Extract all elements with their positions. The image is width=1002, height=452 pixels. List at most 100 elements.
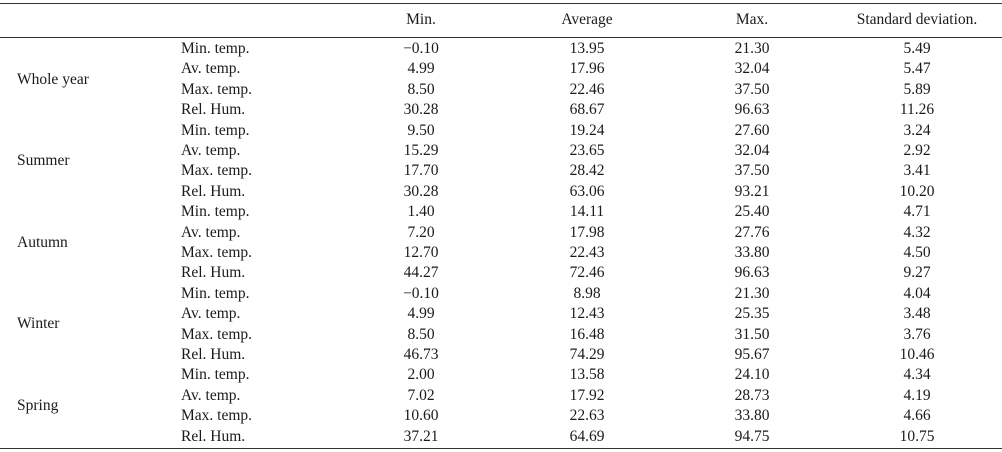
cell-min: 30.28 [403, 101, 439, 118]
cell-max: 28.73 [734, 387, 770, 404]
cell-min: −0.10 [403, 40, 439, 57]
parameter-label: Min. temp. [181, 122, 250, 139]
cell-min: 30.28 [403, 183, 439, 200]
cell-standard-deviation: 11.26 [899, 101, 935, 118]
cell-min: 1.40 [407, 203, 435, 220]
cell-min: 8.50 [407, 81, 435, 98]
cell-average: 22.43 [569, 244, 605, 261]
cell-standard-deviation: 5.47 [903, 60, 931, 77]
cell-max: 25.35 [734, 305, 770, 322]
season-label: Spring [17, 397, 59, 414]
bottom-rule [0, 448, 1002, 449]
cell-standard-deviation: 10.46 [899, 346, 935, 363]
cell-standard-deviation: 4.34 [903, 366, 931, 383]
header-average: Average [561, 11, 613, 28]
cell-standard-deviation: 4.04 [903, 285, 931, 302]
cell-standard-deviation: 4.71 [903, 203, 931, 220]
parameter-label: Av. temp. [181, 142, 241, 159]
cell-average: 28.42 [569, 162, 605, 179]
cell-standard-deviation: 3.24 [903, 122, 931, 139]
cell-standard-deviation: 4.32 [903, 224, 931, 241]
header-max: Max. [735, 11, 769, 28]
cell-max: 96.63 [734, 101, 770, 118]
cell-average: 16.48 [569, 326, 605, 343]
parameter-label: Rel. Hum. [181, 428, 246, 445]
header-standard-deviation: Standard deviation. [856, 11, 978, 28]
cell-standard-deviation: 3.76 [903, 326, 931, 343]
cell-min: 7.20 [407, 224, 435, 241]
cell-max: 27.60 [734, 122, 770, 139]
cell-standard-deviation: 5.49 [903, 40, 931, 57]
cell-max: 33.80 [734, 244, 770, 261]
cell-min: 17.70 [403, 162, 439, 179]
cell-average: 17.92 [569, 387, 605, 404]
cell-min: 4.99 [407, 305, 435, 322]
cell-standard-deviation: 10.75 [899, 428, 935, 445]
cell-min: 7.02 [407, 387, 435, 404]
cell-standard-deviation: 10.20 [899, 183, 935, 200]
cell-average: 19.24 [569, 122, 605, 139]
cell-average: 64.69 [569, 428, 605, 445]
season-label: Whole year [17, 71, 89, 88]
cell-min: 9.50 [407, 122, 435, 139]
parameter-label: Av. temp. [181, 60, 241, 77]
header-rule [0, 37, 1002, 38]
cell-average: 63.06 [569, 183, 605, 200]
cell-standard-deviation: 9.27 [903, 264, 931, 281]
cell-max: 21.30 [734, 40, 770, 57]
cell-average: 13.95 [569, 40, 605, 57]
cell-average: 74.29 [569, 346, 605, 363]
cell-min: 10.60 [403, 407, 439, 424]
cell-max: 33.80 [734, 407, 770, 424]
cell-min: 37.21 [403, 428, 439, 445]
parameter-label: Min. temp. [181, 40, 250, 57]
parameter-label: Max. temp. [181, 407, 253, 424]
parameter-label: Av. temp. [181, 224, 241, 241]
cell-average: 8.98 [573, 285, 601, 302]
cell-average: 23.65 [569, 142, 605, 159]
parameter-label: Max. temp. [181, 244, 253, 261]
season-label: Winter [17, 315, 60, 332]
season-label: Autumn [17, 234, 68, 251]
cell-standard-deviation: 4.66 [903, 407, 931, 424]
top-rule [0, 3, 1002, 4]
cell-max: 25.40 [734, 203, 770, 220]
header-min: Min. [406, 11, 436, 28]
cell-average: 22.63 [569, 407, 605, 424]
cell-average: 72.46 [569, 264, 605, 281]
cell-standard-deviation: 5.89 [903, 81, 931, 98]
cell-max: 27.76 [734, 224, 770, 241]
cell-average: 17.98 [569, 224, 605, 241]
cell-min: 46.73 [403, 346, 439, 363]
cell-average: 12.43 [569, 305, 605, 322]
cell-average: 13.58 [569, 366, 605, 383]
season-label: Summer [17, 152, 70, 169]
parameter-label: Av. temp. [181, 387, 241, 404]
cell-max: 93.21 [734, 183, 770, 200]
cell-max: 96.63 [734, 264, 770, 281]
cell-average: 17.96 [569, 60, 605, 77]
cell-max: 37.50 [734, 162, 770, 179]
cell-min: 2.00 [407, 366, 435, 383]
cell-max: 32.04 [734, 60, 770, 77]
parameter-label: Min. temp. [181, 366, 250, 383]
parameter-label: Av. temp. [181, 305, 241, 322]
parameter-label: Max. temp. [181, 81, 253, 98]
cell-average: 22.46 [569, 81, 605, 98]
cell-max: 94.75 [734, 428, 770, 445]
cell-standard-deviation: 4.50 [903, 244, 931, 261]
cell-max: 95.67 [734, 346, 770, 363]
parameter-label: Min. temp. [181, 203, 250, 220]
parameter-label: Rel. Hum. [181, 183, 246, 200]
parameter-label: Rel. Hum. [181, 101, 246, 118]
cell-min: −0.10 [403, 285, 439, 302]
cell-min: 44.27 [403, 264, 439, 281]
cell-standard-deviation: 2.92 [903, 142, 931, 159]
parameter-label: Rel. Hum. [181, 346, 246, 363]
parameter-label: Min. temp. [181, 285, 250, 302]
cell-max: 31.50 [734, 326, 770, 343]
cell-max: 32.04 [734, 142, 770, 159]
cell-min: 15.29 [403, 142, 439, 159]
parameter-label: Rel. Hum. [181, 264, 246, 281]
cell-standard-deviation: 4.19 [903, 387, 931, 404]
